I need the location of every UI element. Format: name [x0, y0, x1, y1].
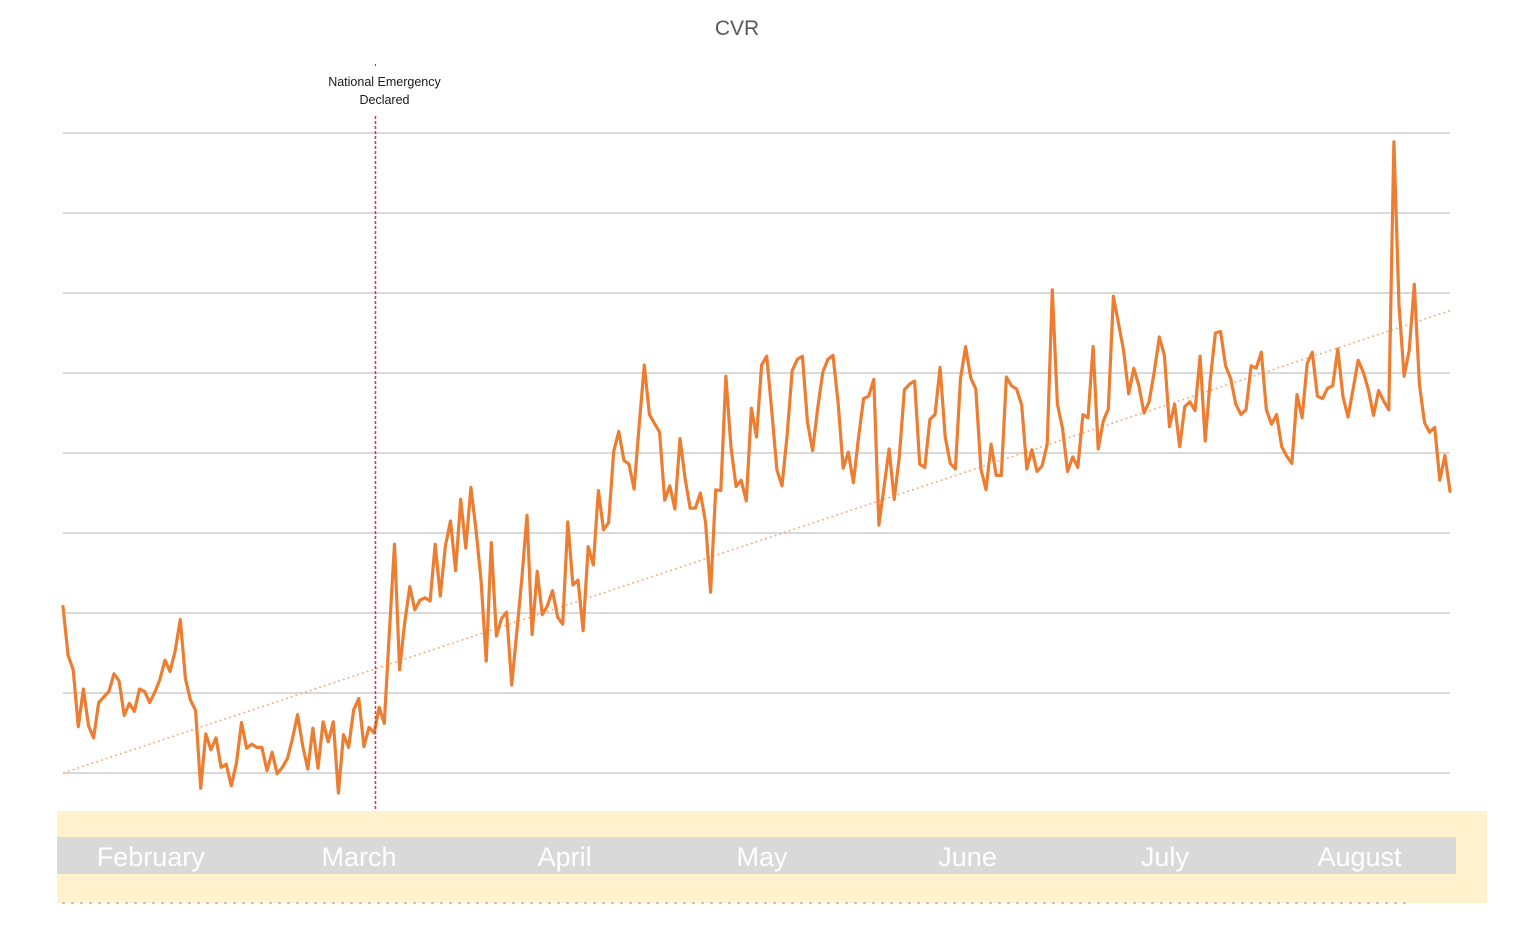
cvr-series-line — [61, 140, 1452, 795]
month-label: March — [322, 842, 397, 872]
month-label-box — [57, 837, 245, 874]
month-label-box — [1065, 837, 1265, 874]
annotation-label: Declared — [359, 93, 409, 107]
month-label-box — [654, 837, 870, 874]
series-layer — [61, 140, 1452, 795]
month-label: February — [97, 842, 206, 872]
chart-title: CVR — [715, 17, 759, 40]
month-label-box — [868, 837, 1067, 874]
month-label: May — [736, 842, 788, 872]
month-label: July — [1141, 842, 1190, 872]
month-label: August — [1318, 842, 1403, 872]
month-label-box — [243, 837, 475, 874]
gridlines — [63, 132, 1450, 774]
annotation-layer: National Emergency Declared — [328, 64, 442, 811]
month-band: February March April May June July August — [57, 811, 1487, 904]
month-label-box — [473, 837, 656, 874]
trendline-layer — [62, 309, 1451, 774]
month-label: April — [538, 842, 592, 872]
annotation-label: National Emergency — [328, 75, 441, 89]
month-label: June — [938, 842, 997, 872]
trendline — [62, 309, 1451, 774]
month-label-box — [1263, 837, 1456, 874]
